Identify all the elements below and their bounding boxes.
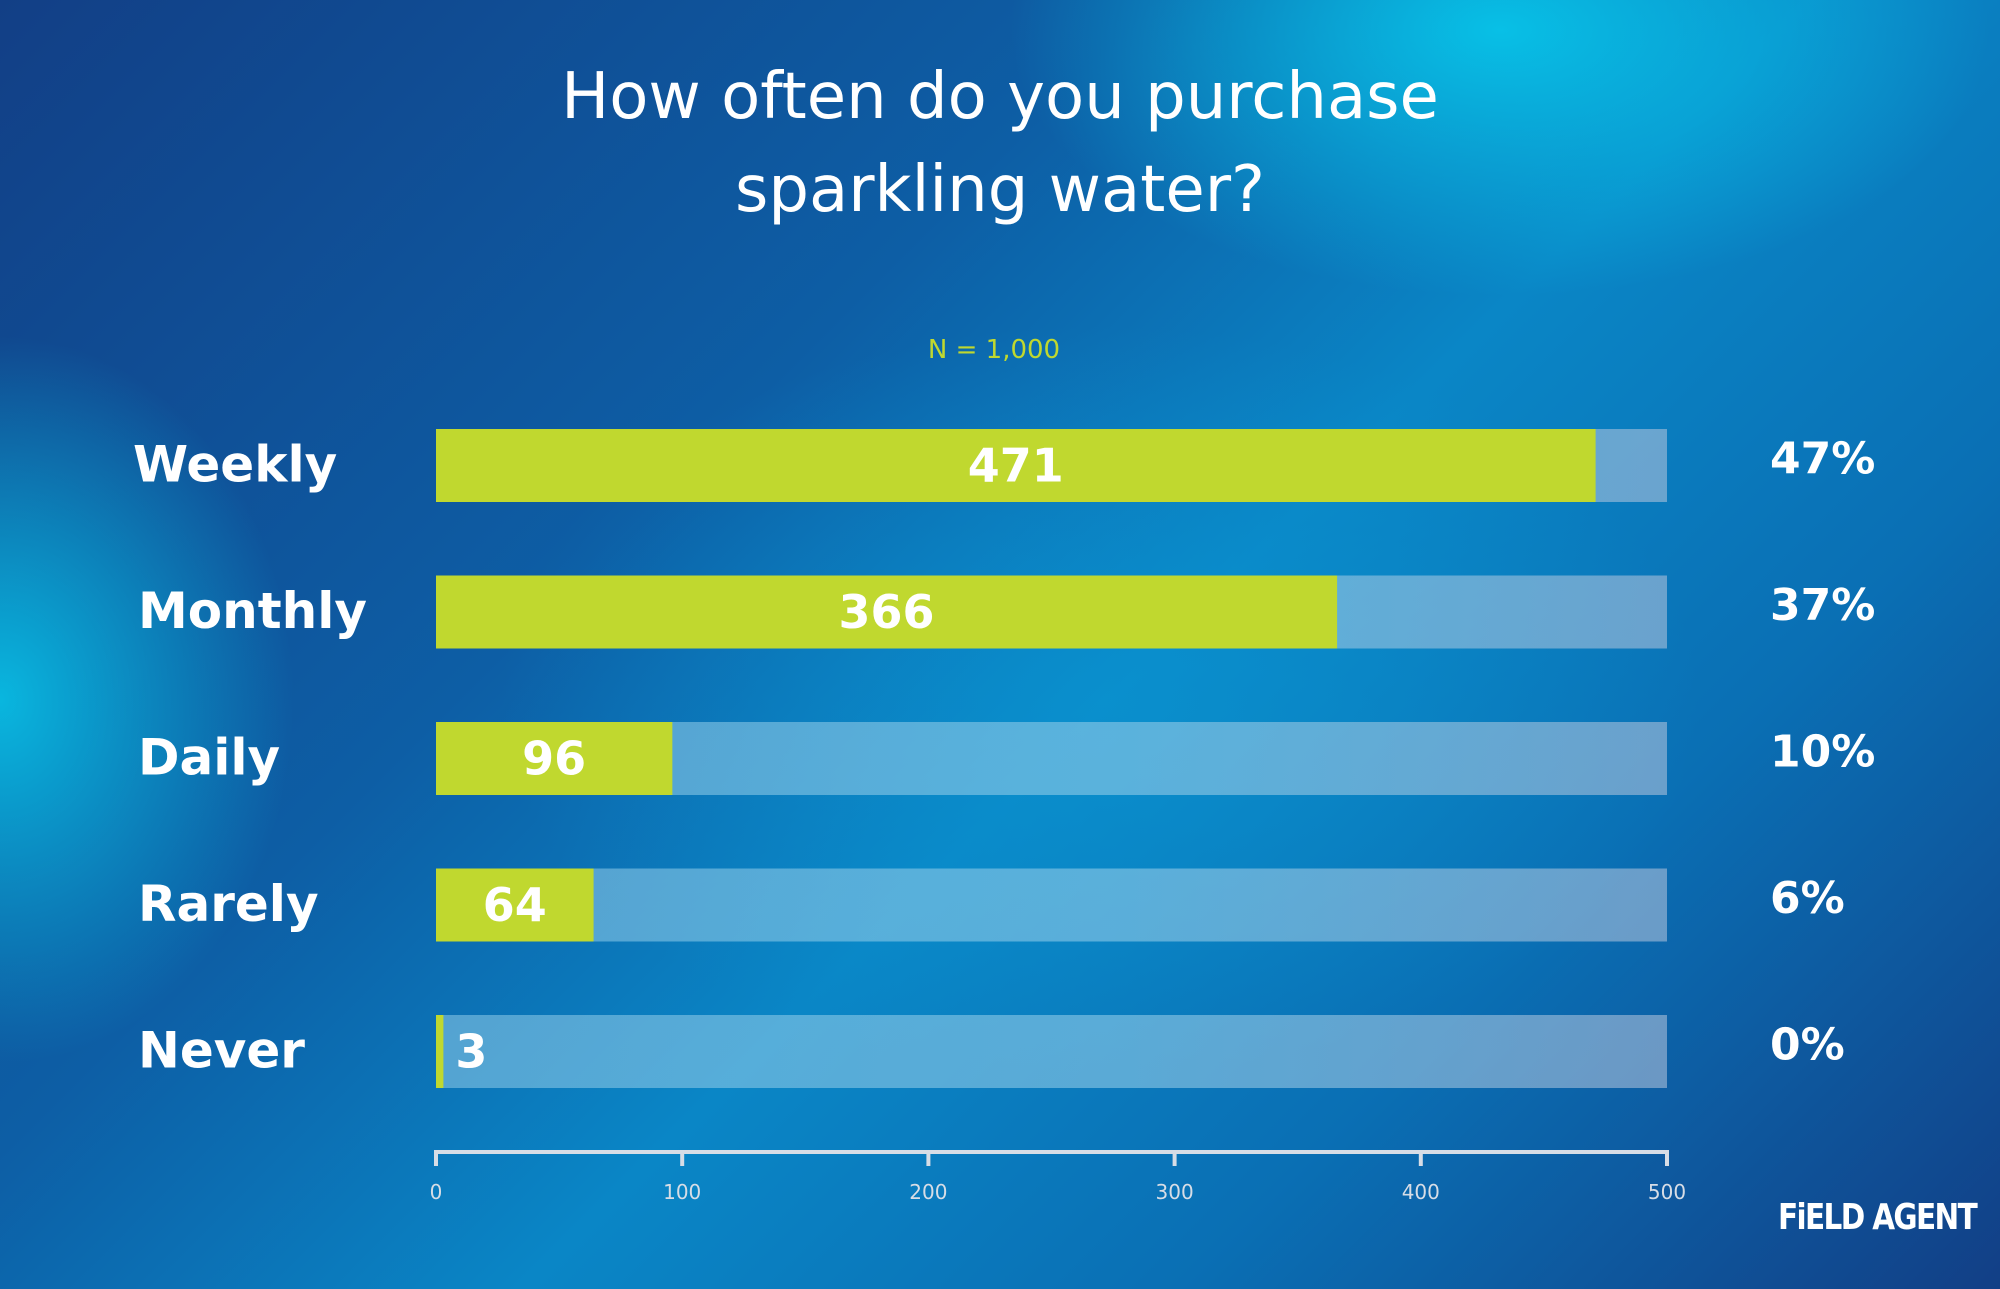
x-tick-label: 100 — [663, 1180, 701, 1204]
chart-title-line: How often do you purchase — [561, 60, 1439, 134]
percent-label: 10% — [1770, 727, 1875, 778]
bar — [436, 722, 673, 795]
bar-value-label: 96 — [522, 732, 586, 786]
field-agent-logo: FiELD AGENT — [1778, 1197, 1978, 1238]
category-label: Never — [138, 1022, 305, 1080]
x-axis: 0 100 200 300 400 500 — [430, 1150, 1686, 1204]
bar — [436, 868, 594, 942]
bar — [436, 1015, 444, 1088]
bar-track — [436, 1015, 1667, 1088]
category-label: Weekly — [133, 436, 337, 494]
chart-subtitle: N = 1,000 — [928, 335, 1060, 365]
bar-track — [436, 868, 1667, 942]
percent-label: 47% — [1770, 434, 1875, 485]
bar — [436, 575, 1338, 649]
bar-value-label: 471 — [968, 439, 1064, 493]
category-label: Rarely — [138, 875, 319, 933]
bar-value-label: 64 — [483, 878, 547, 932]
bars — [436, 429, 1596, 1088]
x-tick-label: 400 — [1402, 1180, 1440, 1204]
chart-title: How often do you purchase sparkling water… — [561, 60, 1439, 227]
x-tick-label: 0 — [430, 1180, 443, 1204]
x-tick-label: 300 — [1156, 1180, 1194, 1204]
x-tick-label: 200 — [909, 1180, 947, 1204]
percent-label: 37% — [1770, 580, 1875, 631]
percent-labels: 47% 37% 10% 6% 0% — [1770, 434, 1875, 1071]
chart-title-line: sparkling water? — [735, 153, 1265, 227]
percent-label: 0% — [1770, 1020, 1845, 1071]
bar-value-label: 366 — [839, 585, 935, 639]
x-tick-label: 500 — [1648, 1180, 1686, 1204]
value-labels: 471 366 96 64 3 — [455, 439, 1063, 1079]
category-label: Monthly — [138, 582, 367, 640]
category-label: Daily — [138, 729, 280, 787]
bar-value-label: 3 — [455, 1025, 487, 1079]
percent-label: 6% — [1770, 873, 1845, 924]
bar — [436, 429, 1596, 502]
chart-subtitle-group: N = 1,000 — [928, 335, 1060, 365]
category-labels: Weekly Monthly Daily Rarely Never — [133, 436, 367, 1080]
